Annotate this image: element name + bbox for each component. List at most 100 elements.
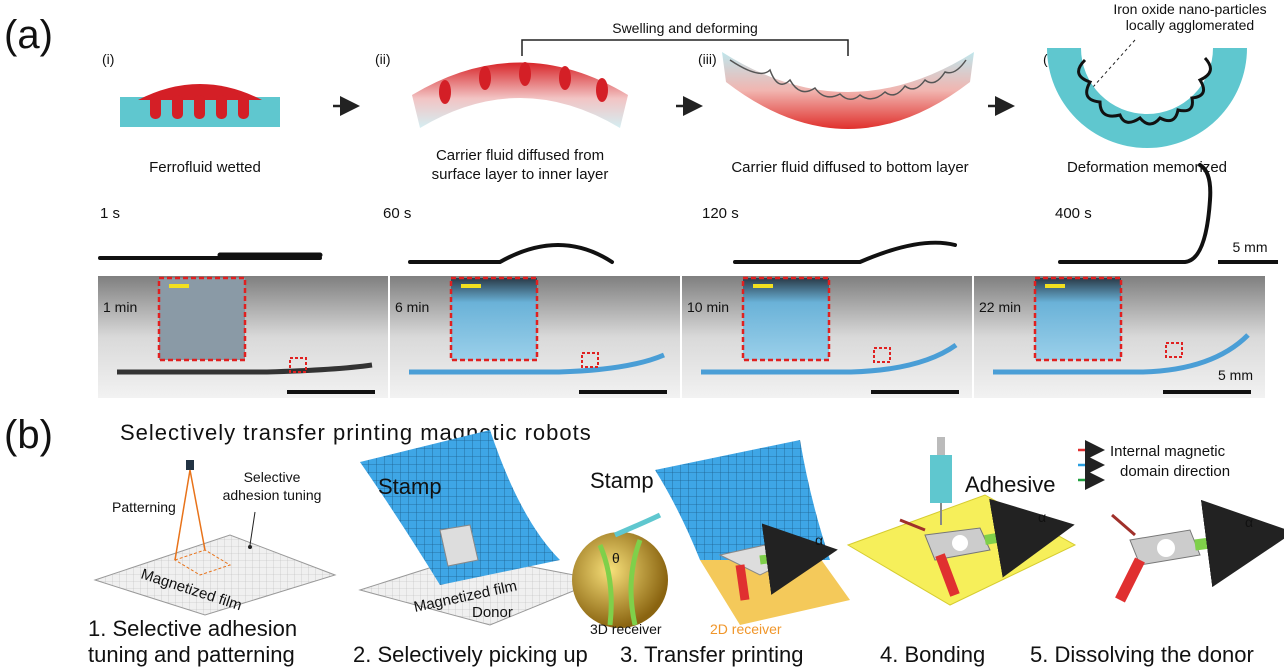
stage-2-illustration-part (412, 62, 628, 128)
step-caption: 1. Selective adhesion (88, 616, 297, 641)
zoom-box (1165, 342, 1183, 358)
stage-1-illustration-part (194, 95, 205, 119)
step-5-illustration-part (1194, 499, 1284, 588)
inset-photo (1033, 276, 1123, 362)
stage-time: 120 s (702, 205, 739, 222)
step-1-illustration-part (186, 460, 194, 470)
stage-time: 400 s (1055, 205, 1092, 222)
stage-2-illustration-part (479, 66, 491, 90)
step-5-illustration-part (1111, 513, 1136, 537)
panel-b: (b) Selectively transfer printing magnet… (4, 413, 1284, 667)
scale-bar-label: 5 mm (1233, 239, 1268, 255)
stage-roman: (ii) (375, 51, 391, 67)
inset-photo (157, 276, 247, 362)
step-1-illustration-part (248, 545, 252, 549)
label: Adhesive (965, 472, 1056, 497)
step-caption: 4. Bonding (880, 642, 985, 667)
stage-4-illustration (1047, 48, 1247, 148)
stage-roman: (i) (102, 51, 114, 67)
stage-4-illustration-part (1047, 48, 1247, 148)
inset-scale (753, 284, 773, 288)
photo-scale-label: 5 mm (1218, 367, 1253, 383)
step-2-illustration-part (439, 524, 479, 567)
stage-1-illustration-part (150, 95, 161, 119)
stage-3-illustration-part (729, 59, 967, 100)
stage-3-illustration (722, 52, 974, 129)
step-3-illustration-part (572, 532, 668, 628)
inset-photo (741, 276, 831, 362)
step-2-illustration (358, 430, 602, 626)
photo-sample (409, 352, 665, 375)
label: 2D receiver (710, 621, 782, 637)
stage-time: 60 s (383, 205, 411, 222)
step-4-illustration (846, 437, 1077, 606)
step-1-illustration (93, 460, 337, 616)
stage-2-illustration-part (439, 80, 451, 104)
annotation: Iron oxide nano-particles (1113, 1, 1266, 17)
photo-sample (117, 362, 373, 375)
stage-3-illustration-part (722, 52, 974, 129)
annotation: locally agglomerated (1126, 17, 1254, 33)
stage-caption: Carrier fluid diffused from (436, 147, 604, 164)
stage-caption: surface layer to inner layer (432, 166, 609, 183)
step-5-illustration-part (1115, 557, 1145, 603)
photo-time: 1 min (103, 299, 137, 315)
stage-caption: Deformation memorized (1067, 159, 1227, 176)
zoom-box (289, 357, 307, 373)
step-1-illustration-part (174, 469, 206, 561)
stage-1-illustration-part (138, 84, 262, 100)
photo-sample (701, 342, 958, 375)
step-caption: tuning and patterning (88, 642, 295, 667)
label: Selective (244, 469, 301, 485)
step-5-illustration (1111, 499, 1284, 603)
label: Stamp (378, 474, 442, 499)
bracket (521, 39, 849, 56)
photo-time: 22 min (979, 299, 1021, 315)
zoom-box (581, 352, 599, 368)
step-1-illustration-part (249, 511, 256, 546)
step-3-illustration-part (655, 440, 830, 560)
label: Patterning (112, 499, 176, 515)
label: Donor (472, 604, 513, 621)
photo-time: 10 min (687, 299, 729, 315)
stage-2-illustration (412, 62, 628, 128)
legend: Internal magnetic domain direction (1078, 440, 1230, 490)
step-3-illustration-part (614, 512, 662, 538)
photo-time: 6 min (395, 299, 429, 315)
label: α (1245, 514, 1253, 530)
label: α (1038, 509, 1046, 525)
sample-strips-part (1058, 163, 1213, 264)
stage-1-illustration-part (216, 95, 227, 119)
stage-caption: Carrier fluid diffused to bottom layer (731, 159, 968, 176)
label: Stamp (590, 468, 654, 493)
stage-2-illustration-part (559, 66, 571, 90)
label: α (815, 532, 823, 548)
step-4-illustration-part (930, 455, 952, 503)
panel-title: Selectively transfer printing magnetic r… (120, 420, 592, 445)
step-caption: 3. Transfer printing (620, 642, 803, 667)
photo-sample (993, 333, 1250, 375)
inset-scale (1045, 284, 1065, 288)
step-3-illustration-part (597, 539, 643, 626)
step-3-illustration (572, 440, 850, 628)
step-2-illustration-part (360, 430, 560, 585)
inset-photo (449, 276, 539, 362)
step-1-illustration-part (93, 534, 337, 616)
legend-label: domain direction (1120, 463, 1230, 480)
label: adhesion tuning (223, 487, 322, 503)
step-4-illustration-part (935, 553, 960, 597)
step-4-illustration-part (937, 437, 945, 455)
bracket-label: Swelling and deforming (612, 20, 758, 36)
stage-caption: Ferrofluid wetted (149, 159, 261, 176)
zoom-box (873, 347, 891, 363)
step-4-illustration-part (984, 498, 1075, 578)
label: 3D receiver (590, 621, 662, 637)
stage-4-illustration-part (1077, 56, 1212, 126)
step-3-illustration-part (735, 564, 750, 601)
step-caption: 2. Selectively picking up (353, 642, 588, 667)
panel-label: (b) (4, 413, 53, 457)
sample-strips-part (408, 243, 614, 264)
stage-roman: (iii) (698, 51, 717, 67)
sample-strips-part (733, 240, 957, 264)
